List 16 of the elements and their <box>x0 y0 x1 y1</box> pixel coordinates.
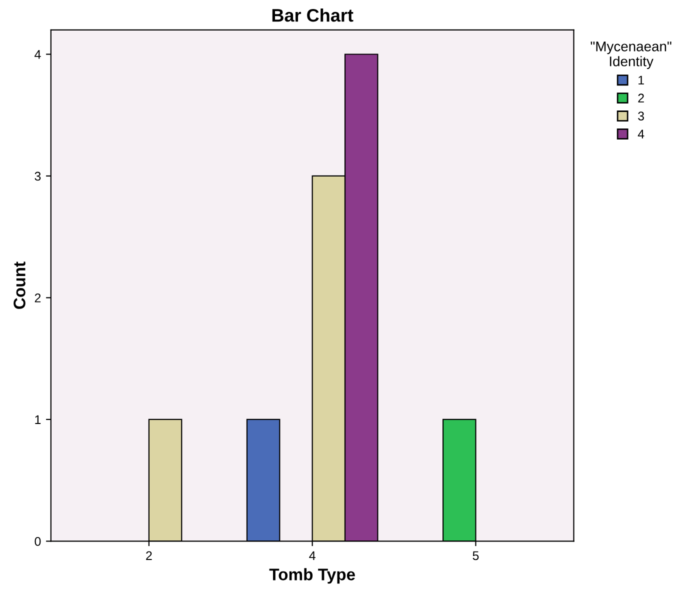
legend-title: "Mycenaean" Identity <box>590 42 672 70</box>
y-tick-label: 0 <box>34 536 41 546</box>
x-tick-label: 5 <box>472 551 479 560</box>
chart-title: Bar Chart <box>272 8 354 22</box>
legend-label: 4 <box>638 130 644 138</box>
y-tick-label: 1 <box>35 415 41 424</box>
x-axis-title: Tomb Type <box>269 568 355 584</box>
y-axis-title: Count <box>14 262 26 309</box>
x-tick-label: 2 <box>146 551 152 560</box>
legend-label: 1 <box>638 76 644 84</box>
y-tick-label: 2 <box>34 294 41 302</box>
y-tick-label: 3 <box>34 172 41 181</box>
y-tick-label: 4 <box>34 50 41 59</box>
legend-label: 3 <box>638 112 644 120</box>
legend-label: 2 <box>638 94 644 102</box>
x-tick-label: 4 <box>309 551 316 560</box>
